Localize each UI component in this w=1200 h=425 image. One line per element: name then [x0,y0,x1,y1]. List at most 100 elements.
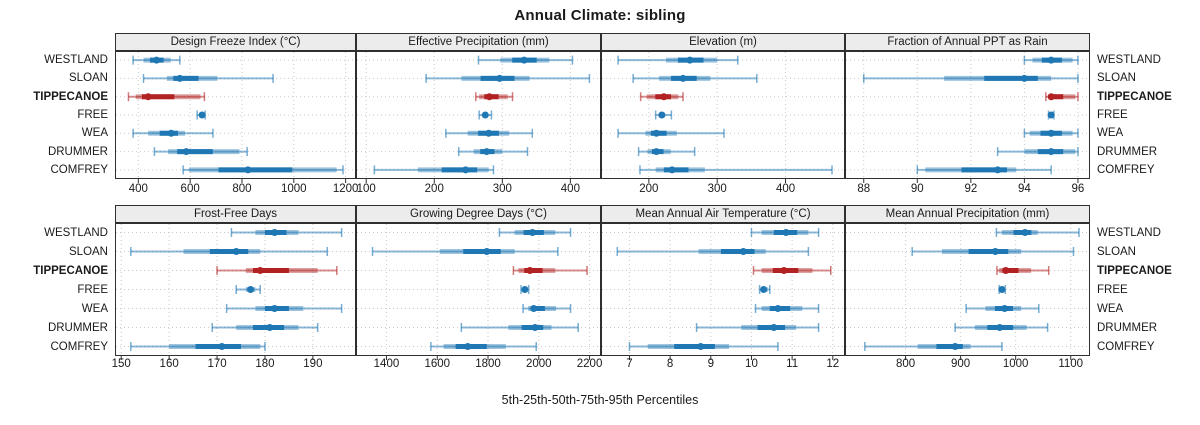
x-tick-label: 1100 [1058,358,1084,370]
row-label-left: COMFREY [50,340,109,353]
x-tick-label: 100 [356,183,376,195]
plot-background [601,223,845,356]
median-dot [652,148,660,156]
median-dot [1047,111,1055,119]
plot-border [356,51,601,179]
median-dot [1020,74,1028,82]
median-dot [271,229,279,236]
median-dot [218,343,226,350]
plot-border [356,223,601,356]
row-label-right: DRUMMER [1097,321,1158,334]
x-tick-label: 400 [560,183,580,195]
panel-plot [601,223,845,360]
row-label-left: SLOAN [69,72,108,85]
series-DRUMMER [996,147,1079,157]
median-dot [521,286,529,293]
series-FREE [520,285,530,294]
row-label-right: FREE [1097,109,1128,121]
x-tick-label: 800 [232,183,252,195]
series-SLOAN [142,73,274,83]
panel-header: Frost-Free Days [115,205,356,223]
series-DRUMMER [458,147,529,157]
row-label-right: COMFREY [1097,163,1155,176]
series-WESTLAND [750,228,820,237]
chart-title: Annual Climate: sibling [514,7,686,24]
series-WEA [225,304,343,313]
plot-border [115,223,356,356]
series-FREE [758,285,771,294]
series-FREE [998,285,1006,294]
panel-header: Mean Annual Precipitation (mm) [845,205,1090,223]
x-tick-label: 400 [128,183,148,195]
x-tick-label: 1800 [475,358,501,370]
row-label-left: COMFREY [50,163,109,176]
series-COMFREY [373,165,495,175]
plot-border [601,223,845,356]
x-tick-label: 12 [826,358,840,370]
median-dot [485,93,493,101]
series-TIPPECANOE [127,92,206,102]
median-dot [770,324,778,331]
row-label-left: WESTLAND [44,54,108,67]
plot-border [601,51,845,179]
panel-header: Mean Annual Air Temperature (°C) [601,205,845,223]
series-SLOAN [130,247,329,256]
series-COMFREY [628,342,779,351]
plot-border [845,223,1090,356]
series-WESTLAND [995,228,1080,237]
x-tick-label: 800 [895,358,916,370]
series-COMFREY [864,342,1003,351]
row-label-right: WEA [1097,127,1124,140]
row-label-left: SLOAN [69,245,108,258]
median-dot [697,343,705,350]
panel-plot [845,223,1090,360]
median-dot [520,56,528,64]
median-dot [464,343,472,350]
series-WEA [1023,128,1079,138]
x-tick-label: 1200 [332,183,359,195]
panel-header: Growing Degree Days (°C) [356,205,601,223]
x-tick-label: 88 [857,183,871,195]
median-dot [182,148,190,156]
series-SLOAN [632,73,758,83]
row-label-right: COMFREY [1097,340,1155,353]
x-tick-label: 2000 [526,358,552,370]
median-dot [483,248,491,255]
median-dot [1001,305,1009,312]
series-TIPPECANOE [752,266,832,275]
series-FREE [196,110,206,120]
series-TIPPECANOE [475,92,514,102]
series-FREE [235,285,261,294]
series-FREE [1047,110,1055,120]
series-DRUMMER [460,323,579,332]
x-tick-label: 9 [707,358,714,370]
row-label-left: TIPPECANOE [33,264,108,277]
row-label-left: WEA [81,127,108,140]
median-dot [739,248,747,255]
median-dot [198,111,206,119]
median-dot [528,229,536,236]
median-dot [652,129,660,137]
row-label-left: WESTLAND [44,226,108,239]
x-tick-label: 150 [111,358,131,370]
plot-background [356,223,601,356]
panel-plot [845,51,1090,183]
series-FREE [478,110,493,120]
series-DRUMMER [153,147,248,157]
x-tick-label: 10 [745,358,758,370]
median-dot [481,111,489,119]
plot-background [115,51,356,179]
row-label-right: TIPPECANOE [1097,90,1172,103]
median-dot [531,324,539,331]
median-dot [167,129,175,137]
x-tick-label: 1600 [424,358,451,370]
series-WESTLAND [1023,55,1079,65]
series-DRUMMER [954,323,1049,332]
panel-header: Fraction of Annual PPT as Rain [845,33,1090,51]
series-TIPPECANOE [512,266,588,275]
median-dot [760,286,768,293]
series-WEA [132,128,214,138]
series-SLOAN [425,73,591,83]
panel-header: Elevation (m) [601,33,845,51]
x-tick-label: 96 [1071,183,1085,195]
